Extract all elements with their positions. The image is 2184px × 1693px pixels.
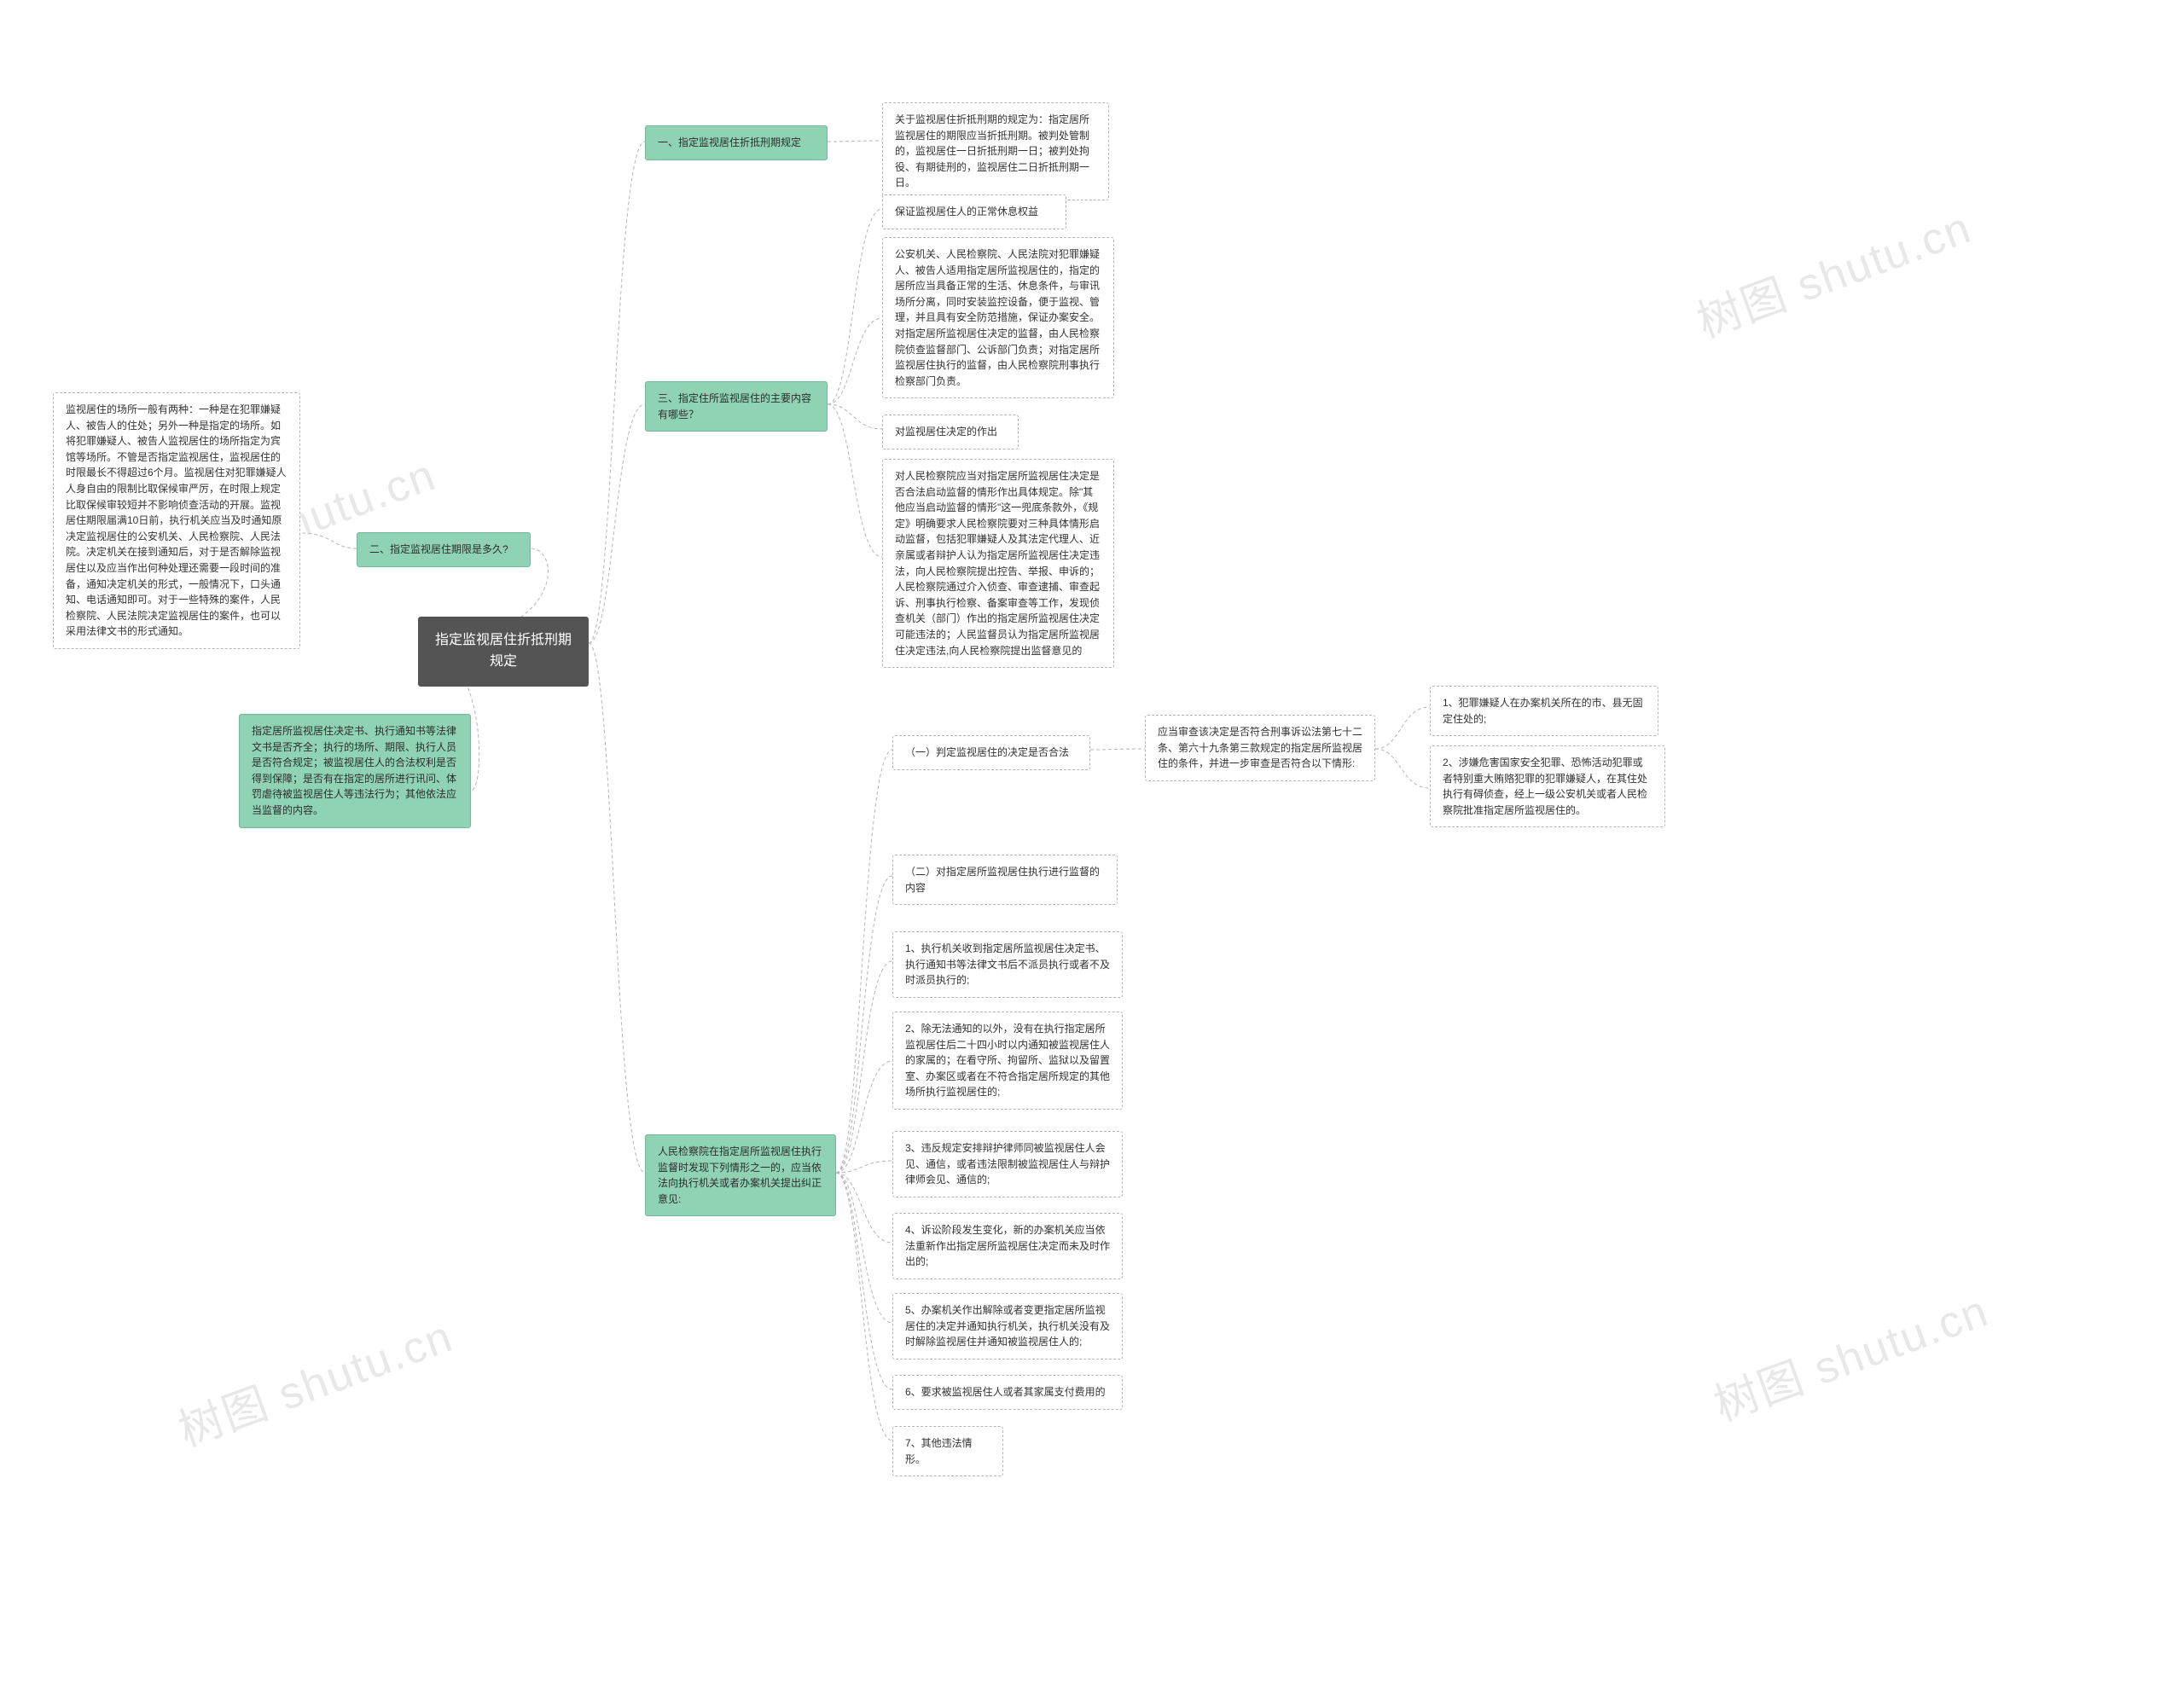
branch-2-detail[interactable]: 监视居住的场所一般有两种：一种是在犯罪嫌疑人、被告人的住处；另外一种是指定的场所… bbox=[53, 392, 300, 649]
branch-5[interactable]: 人民检察院在指定居所监视居住执行监督时发现下列情形之一的，应当依法向执行机关或者… bbox=[645, 1134, 836, 1216]
branch-4[interactable]: 指定居所监视居住决定书、执行通知书等法律文书是否齐全；执行的场所、期限、执行人员… bbox=[239, 714, 471, 828]
branch-3-item-3[interactable]: 对监视居住决定的作出 bbox=[882, 415, 1019, 449]
watermark: 树图 shutu.cn bbox=[1704, 1275, 1995, 1434]
branch-5b[interactable]: （二）对指定居所监视居住执行进行监督的内容 bbox=[892, 855, 1118, 905]
branch-3-item-2[interactable]: 公安机关、人民检察院、人民法院对犯罪嫌疑人、被告人适用指定居所监视居住的，指定的… bbox=[882, 237, 1114, 398]
branch-5-item-7[interactable]: 7、其他违法情形。 bbox=[892, 1426, 1003, 1476]
branch-5-item-2[interactable]: 2、除无法通知的以外，没有在执行指定居所监视居住后二十四小时以内通知被监视居住人… bbox=[892, 1012, 1123, 1110]
watermark: 树图 shutu.cn bbox=[168, 1301, 460, 1459]
branch-5a-sub-2[interactable]: 2、涉嫌危害国家安全犯罪、恐怖活动犯罪或者特别重大贿赂犯罪的犯罪嫌疑人，在其住处… bbox=[1430, 745, 1665, 827]
branch-5-item-6[interactable]: 6、要求被监视居住人或者其家属支付费用的 bbox=[892, 1375, 1123, 1410]
branch-5a-sub-1[interactable]: 1、犯罪嫌疑人在办案机关所在的市、县无固定住处的; bbox=[1430, 686, 1658, 736]
mindmap-canvas: 树图 shutu.cn 树图 shutu.cn 树图 shutu.cn 树图 s… bbox=[0, 0, 2184, 1693]
branch-1-detail[interactable]: 关于监视居住折抵刑期的规定为：指定居所监视居住的期限应当折抵刑期。被判处管制的，… bbox=[882, 102, 1109, 200]
branch-2[interactable]: 二、指定监视居住期限是多久? bbox=[357, 532, 531, 567]
branch-5-item-5[interactable]: 5、办案机关作出解除或者变更指定居所监视居住的决定并通知执行机关，执行机关没有及… bbox=[892, 1293, 1123, 1360]
branch-5-item-1[interactable]: 1、执行机关收到指定居所监视居住决定书、执行通知书等法律文书后不派员执行或者不及… bbox=[892, 931, 1123, 998]
branch-5-item-4[interactable]: 4、诉讼阶段发生变化，新的办案机关应当依法重新作出指定居所监视居住决定而未及时作… bbox=[892, 1213, 1123, 1279]
branch-5-item-3[interactable]: 3、违反规定安排辩护律师同被监视居住人会见、通信，或者违法限制被监视居住人与辩护… bbox=[892, 1131, 1123, 1197]
branch-3-item-4[interactable]: 对人民检察院应当对指定居所监视居住决定是否合法启动监督的情形作出具体规定。除"其… bbox=[882, 459, 1114, 668]
branch-1[interactable]: 一、指定监视居住折抵刑期规定 bbox=[645, 125, 828, 160]
root-node[interactable]: 指定监视居住折抵刑期规定 bbox=[418, 617, 589, 687]
branch-3[interactable]: 三、指定住所监视居住的主要内容有哪些？ bbox=[645, 381, 828, 432]
branch-5a[interactable]: （一）判定监视居住的决定是否合法 bbox=[892, 735, 1090, 770]
branch-5a-detail[interactable]: 应当审查该决定是否符合刑事诉讼法第七十二条、第六十九条第三款规定的指定居所监视居… bbox=[1145, 715, 1375, 781]
watermark: 树图 shutu.cn bbox=[1687, 192, 1978, 351]
branch-3-item-1[interactable]: 保证监视居住人的正常休息权益 bbox=[882, 194, 1066, 229]
